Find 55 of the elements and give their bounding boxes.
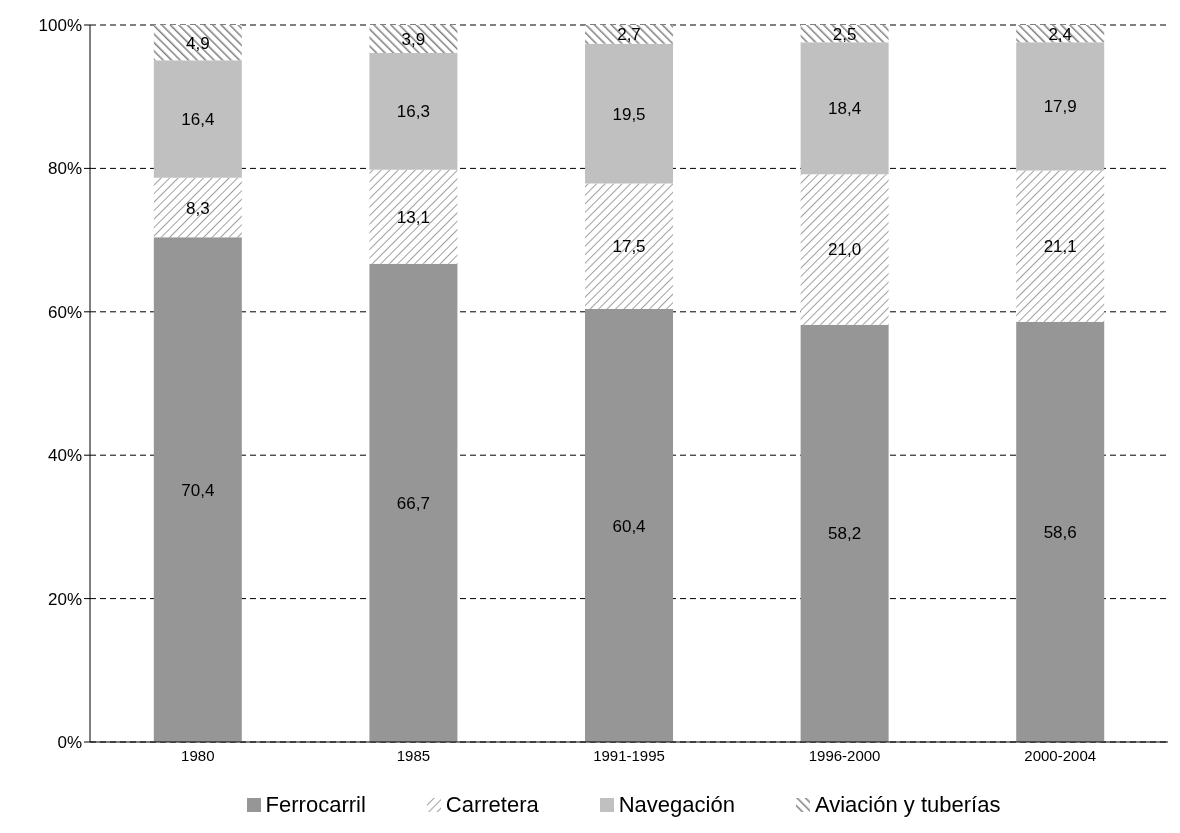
data-label: 58,2	[828, 524, 862, 544]
bar	[369, 263, 458, 742]
bar	[1016, 25, 1105, 43]
y-tick-label: 60%	[47, 302, 82, 322]
data-label: 3,9	[401, 30, 426, 50]
bar	[153, 177, 242, 238]
data-label: 60,4	[612, 516, 646, 536]
data-label: 17,5	[612, 237, 646, 257]
x-tick-label: 1985	[396, 746, 431, 764]
bar	[369, 52, 458, 170]
legend-label: Ferrocarril	[265, 792, 366, 818]
data-label: 18,4	[828, 99, 862, 119]
data-label: 2,7	[617, 25, 641, 45]
data-label: 19,5	[612, 104, 646, 124]
bar	[369, 169, 458, 264]
y-tick-label: 40%	[47, 446, 82, 466]
data-label: 70,4	[181, 480, 215, 500]
bar	[585, 183, 674, 309]
data-label: 2,5	[832, 24, 857, 44]
bar	[153, 25, 242, 61]
y-tick-label: 80%	[47, 159, 82, 179]
bar	[1016, 321, 1105, 742]
bar	[585, 43, 674, 184]
y-tick-label: 0%	[57, 733, 82, 753]
bar	[800, 25, 889, 43]
x-tick-label: 2000-2004	[1024, 746, 1097, 764]
x-tick-label: 1991-1995	[593, 746, 665, 764]
x-tick-label: 1996-2000	[808, 746, 881, 764]
bar	[800, 42, 889, 175]
data-label: 2,4	[1048, 24, 1073, 44]
bar	[153, 237, 242, 742]
legend-label: Navegación	[618, 792, 735, 818]
data-label: 66,7	[396, 493, 430, 513]
bar	[585, 25, 674, 44]
data-label: 13,1	[396, 207, 430, 227]
legend-label: Carretera	[445, 792, 539, 818]
data-label: 16,4	[181, 109, 215, 129]
data-label: 17,9	[1043, 97, 1077, 117]
legend-label: Aviación y tuberías	[814, 792, 1001, 818]
bar	[800, 324, 889, 742]
data-label: 4,9	[186, 33, 210, 53]
bar	[153, 60, 242, 178]
x-tick-label: 1980	[181, 746, 215, 764]
data-label: 16,3	[396, 102, 430, 122]
bar	[585, 308, 674, 742]
data-label: 21,1	[1043, 237, 1077, 257]
bar	[800, 174, 889, 325]
data-label: 58,6	[1043, 522, 1077, 542]
y-tick-label: 100%	[38, 16, 82, 36]
data-label: 21,0	[828, 240, 862, 260]
bar	[369, 25, 458, 53]
bar	[1016, 170, 1105, 322]
y-tick-label: 20%	[47, 589, 82, 609]
bar	[1016, 42, 1105, 171]
data-label: 8,3	[186, 198, 210, 218]
